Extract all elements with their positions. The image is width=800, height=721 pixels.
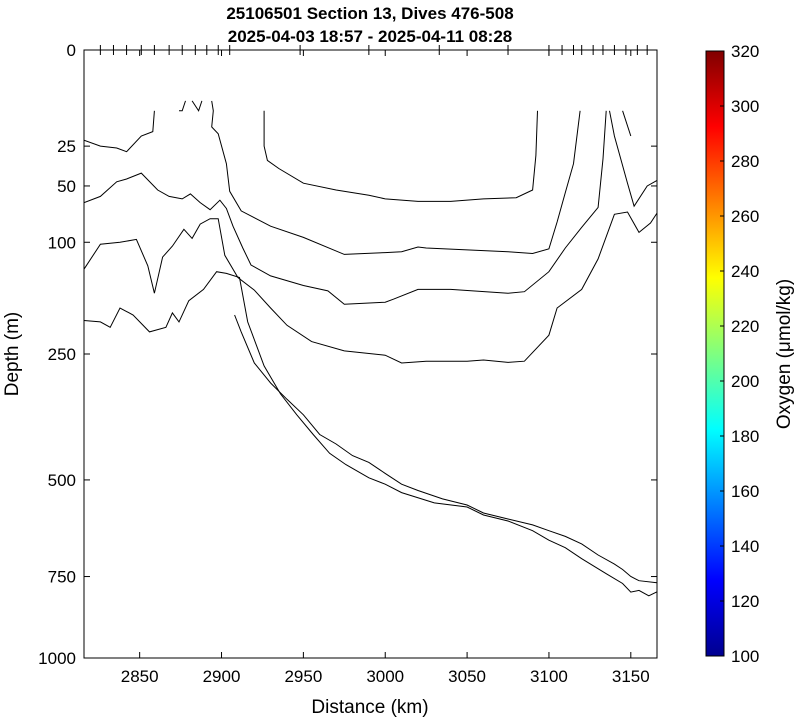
contour-line-3-segment-2 (263, 110, 538, 202)
x-tick-label: 3150 (612, 667, 650, 686)
colorbar-tick-label: 180 (731, 427, 759, 446)
x-tick-label: 3100 (530, 667, 568, 686)
contour-line-1-segment-2 (179, 100, 186, 112)
colorbar-tick-label: 240 (731, 262, 759, 281)
contour-line-1-segment-3 (191, 100, 203, 112)
colorbar-label: Oxygen (μmol/kg) (774, 279, 795, 429)
y-tick-label: 1000 (38, 649, 76, 668)
contour-lines (84, 100, 657, 597)
dive-position-ticks (99, 45, 648, 55)
x-axis: 2850 2900 2950 3000 3050 3100 3150 (121, 50, 650, 686)
colorbar-tick-label: 140 (731, 537, 759, 556)
contour-line-4-segment-2 (234, 314, 657, 584)
x-tick-label: 2850 (121, 667, 159, 686)
chart-title: 25106501 Section 13, Dives 476-508 2025-… (226, 4, 513, 46)
x-tick-label: 3050 (448, 667, 486, 686)
colorbar-tick-label: 100 (731, 647, 759, 666)
y-axis: 0 25 50 100 250 500 750 1000 (38, 41, 657, 668)
y-tick-label: 250 (48, 345, 76, 364)
y-tick-label: 0 (67, 41, 76, 60)
contour-line-2-segment-1 (84, 110, 607, 305)
chart-title-line-1: 25106501 Section 13, Dives 476-508 (226, 4, 513, 23)
y-tick-label: 50 (57, 177, 76, 196)
colorbar-tick-label: 160 (731, 482, 759, 501)
contour-line-1-segment-1 (84, 110, 155, 153)
contour-line-3-segment-3 (622, 110, 632, 137)
contour-line-3-segment-1 (84, 211, 657, 364)
colorbar-tick-label: 300 (731, 97, 759, 116)
contour-line-1-segment-4 (211, 100, 581, 255)
x-axis-label: Distance (km) (311, 697, 428, 718)
colorbar-tick-label: 220 (731, 317, 759, 336)
y-tick-label: 500 (48, 471, 76, 490)
x-tick-label: 2900 (203, 667, 241, 686)
y-tick-label: 100 (48, 233, 76, 252)
colorbar-tick-label: 280 (731, 152, 759, 171)
contour-line-4-segment-1 (84, 271, 657, 597)
colorbar-tick-label: 200 (731, 372, 759, 391)
colorbar-ticks: 100 120 140 160 180 200 220 240 260 280 300 320 (720, 42, 759, 666)
y-tick-label: 750 (48, 568, 76, 587)
x-tick-label: 2950 (284, 667, 322, 686)
colorbar-tick-label: 320 (731, 42, 759, 61)
y-axis-label: Depth (m) (2, 312, 23, 396)
contour-line-1-segment-5 (609, 110, 657, 208)
colorbar-tick-label: 260 (731, 207, 759, 226)
colorbar: 100 120 140 160 180 200 220 240 260 280 300 320 Oxy… (705, 42, 795, 666)
colorbar-gradient (705, 50, 725, 657)
colorbar-tick-label: 120 (731, 592, 759, 611)
x-tick-label: 3000 (366, 667, 404, 686)
y-tick-label: 25 (57, 137, 76, 156)
chart-title-line-2: 2025-04-03 18:57 - 2025-04-11 08:28 (228, 27, 513, 46)
